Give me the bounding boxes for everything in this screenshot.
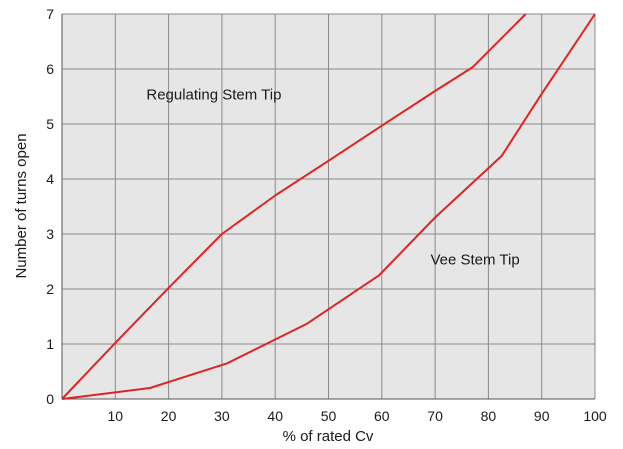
y-tick-label-4: 4	[46, 171, 54, 187]
x-tick-label-2: 30	[214, 408, 230, 424]
series-lines	[61, 13, 596, 400]
x-tick-label-5: 60	[374, 408, 390, 424]
y-tick-label-7: 7	[46, 6, 54, 22]
x-tick-labels: 10 20 30 40 50 60 70 80 90 100	[108, 408, 607, 424]
x-tick-label-7: 80	[481, 408, 497, 424]
annotations: Regulating Stem Tip Vee Stem Tip	[146, 86, 519, 268]
y-axis-label: Number of turns open	[13, 133, 30, 278]
y-tick-label-6: 6	[46, 61, 54, 77]
x-tick-label-9: 100	[583, 408, 607, 424]
series-line-regulating-stem-tip	[61, 13, 527, 400]
y-tick-label-2: 2	[46, 281, 54, 297]
annotation-0: Regulating Stem Tip	[146, 86, 281, 103]
x-tick-label-3: 40	[267, 408, 283, 424]
y-tick-label-3: 3	[46, 226, 54, 242]
y-tick-label-5: 5	[46, 116, 54, 132]
y-tick-label-1: 1	[46, 336, 54, 352]
x-tick-label-0: 10	[108, 408, 124, 424]
x-tick-label-4: 50	[321, 408, 337, 424]
x-axis-label: % of rated Cv	[283, 428, 374, 445]
series-line-vee-stem-tip	[61, 13, 596, 400]
grid	[61, 13, 596, 400]
annotation-1: Vee Stem Tip	[430, 251, 519, 268]
x-tick-label-6: 70	[427, 408, 443, 424]
y-tick-labels: 0 1 2 3 4 5 6 7	[46, 6, 54, 407]
x-tick-label-1: 20	[161, 408, 177, 424]
y-tick-label-0: 0	[46, 391, 54, 407]
x-tick-label-8: 90	[534, 408, 550, 424]
